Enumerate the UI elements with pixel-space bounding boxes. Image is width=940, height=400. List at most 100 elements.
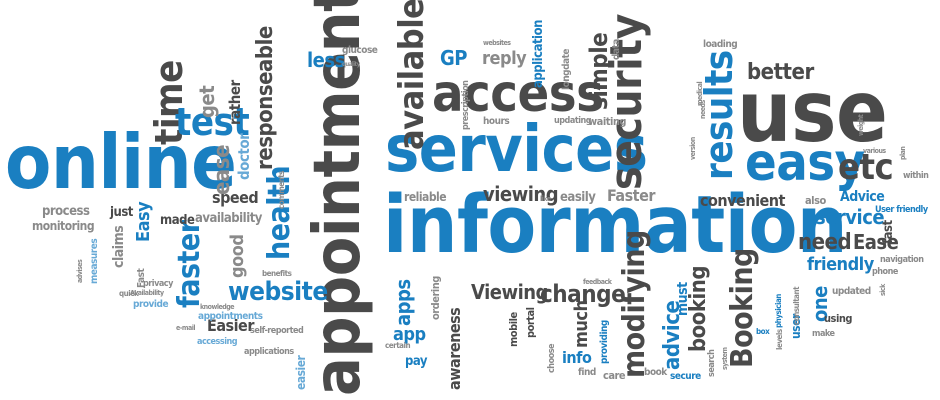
word: etc (838, 147, 894, 188)
word: test (175, 100, 250, 144)
word: services (385, 113, 648, 187)
word: longdate (561, 48, 572, 90)
word: better (747, 60, 814, 85)
word: like (540, 195, 551, 203)
word: results (697, 50, 741, 180)
word: quality (342, 61, 360, 68)
word: Viewing (471, 280, 548, 304)
word: change (540, 280, 626, 308)
word: benefits (262, 269, 292, 278)
word: ordering (429, 276, 442, 320)
word: Ease (853, 230, 899, 254)
word: Faster (607, 186, 655, 205)
word: reliable (404, 190, 447, 204)
word: made (160, 213, 195, 228)
word: knowledge (200, 303, 235, 311)
word: privacy (143, 279, 173, 289)
word: hours (483, 116, 510, 127)
word: faster (172, 220, 207, 308)
word: waiting (588, 115, 626, 128)
word: pay (405, 354, 428, 369)
word: monitoring (32, 219, 95, 233)
word: updated (832, 286, 871, 297)
word: search (707, 349, 717, 377)
word: comments (277, 171, 286, 209)
word: prescription (461, 80, 471, 130)
word: advises (76, 259, 84, 283)
word: easier (294, 355, 308, 390)
word: navigation (880, 255, 924, 265)
word: needs (699, 100, 707, 119)
word: simple (585, 32, 613, 110)
word: feedback (583, 278, 612, 286)
word: need (798, 230, 852, 255)
word: portal (524, 307, 537, 338)
word: apps (391, 279, 415, 326)
word: loading (703, 39, 738, 50)
word: Easier (207, 316, 254, 335)
word: service (815, 205, 885, 229)
word: online (5, 118, 237, 206)
word: access (432, 64, 604, 124)
word: mobile (507, 312, 520, 347)
word: care (603, 369, 626, 382)
word: provide (133, 299, 169, 310)
word: Easy (133, 201, 154, 242)
word: book (644, 367, 667, 378)
word: find (578, 367, 596, 378)
word: self-reported (250, 326, 304, 336)
word: get (195, 85, 219, 118)
word: awareness (445, 307, 464, 390)
word: much (571, 300, 592, 348)
word: claims (111, 225, 127, 268)
word: make (812, 329, 835, 339)
word: appointments (198, 311, 263, 322)
word: info (562, 348, 592, 367)
word: easily (560, 190, 596, 205)
word: available (392, 0, 432, 150)
word: Booking (725, 248, 760, 368)
word: good (227, 234, 248, 278)
word: availability (195, 211, 262, 226)
word: sick (879, 284, 887, 296)
word: use (737, 63, 888, 162)
word: glucose (342, 45, 378, 56)
word: booking (686, 265, 711, 352)
word: GP (440, 46, 467, 70)
word: fast (881, 220, 896, 244)
word: consultant (792, 286, 801, 325)
word: User friendly (875, 205, 928, 215)
word: appointment (301, 0, 375, 396)
word: levels (775, 329, 784, 350)
word: viewing (483, 182, 559, 206)
word: just (110, 205, 133, 220)
word: less (307, 48, 345, 72)
word: within (903, 171, 929, 181)
word: weight (857, 114, 865, 136)
word: Availability (130, 289, 164, 297)
word: friendly (807, 254, 874, 275)
word: physician (774, 294, 783, 328)
word: choose (547, 343, 557, 373)
word: applications (244, 347, 294, 357)
word: easy (745, 133, 865, 193)
word: various (863, 147, 886, 155)
word: website (228, 277, 328, 307)
word: version (689, 137, 697, 160)
word: box (756, 327, 770, 336)
word: updating (554, 116, 592, 126)
word: app (393, 324, 426, 345)
word: websites (483, 39, 511, 47)
word: accessing (197, 337, 238, 347)
word: measures (89, 238, 100, 284)
word: also (805, 194, 826, 207)
word: must (675, 282, 691, 316)
word: process (42, 204, 90, 219)
word: information (383, 179, 848, 271)
word: convenient (700, 191, 785, 210)
word: providing (599, 320, 610, 364)
word: using (824, 312, 852, 325)
word: rather (226, 80, 244, 125)
word: reply (482, 48, 527, 69)
word: phone (872, 267, 898, 277)
